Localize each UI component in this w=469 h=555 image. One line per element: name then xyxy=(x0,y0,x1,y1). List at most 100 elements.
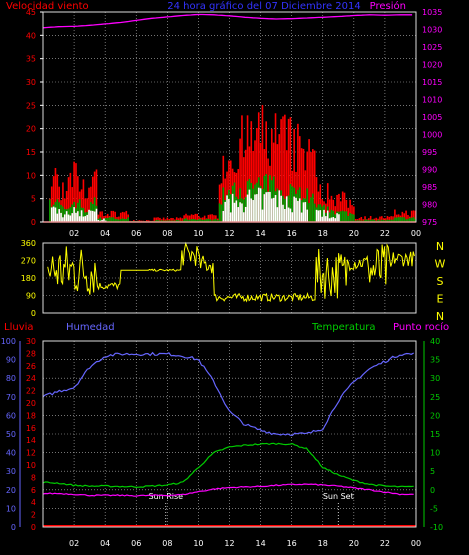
wind-gust-bar xyxy=(254,140,256,222)
wind-gust-bar xyxy=(54,167,57,222)
wind-avg-bar xyxy=(78,199,81,222)
wind-calm-bar xyxy=(297,200,299,222)
wind-calm-bar xyxy=(284,209,286,222)
x-tick-label: 02 xyxy=(69,229,79,238)
wind-avg-bar xyxy=(412,217,415,222)
wind-gust-bar xyxy=(302,148,305,222)
humidity-tick-label: 50 xyxy=(6,430,16,439)
wind-gust-bar xyxy=(62,182,64,222)
wind-avg-bar xyxy=(340,211,342,222)
wind-calm-bar xyxy=(267,191,269,222)
wind-gust-bar xyxy=(112,210,115,222)
wind-gust-bar xyxy=(328,199,331,222)
wind-gust-bar xyxy=(246,115,249,222)
wind-gust-bar xyxy=(166,217,169,222)
wind-calm-bar xyxy=(84,216,87,222)
temperature-tick-label: 15 xyxy=(430,430,440,439)
y-tick-label-left: 35 xyxy=(26,55,36,64)
wind-avg-bar xyxy=(215,218,217,222)
temperature-tick-label: 40 xyxy=(430,337,440,346)
wind-avg-bar xyxy=(291,186,294,222)
wind-gust-bar xyxy=(73,161,75,222)
wind-calm-bar xyxy=(50,207,53,222)
x-tick-label: 00 xyxy=(411,229,421,238)
wind-gust-bar xyxy=(153,217,156,222)
wind-gust-bar xyxy=(179,217,182,222)
wind-gust-bar xyxy=(162,217,165,222)
wind-avg-bar xyxy=(121,218,124,222)
wind-calm-bar xyxy=(269,191,271,222)
wind-avg-bar xyxy=(175,220,178,222)
wind-avg-bar xyxy=(371,219,374,222)
wind-gust-bar xyxy=(414,210,417,222)
wind-gust-bar xyxy=(384,218,387,222)
wind-gust-bar xyxy=(265,121,268,222)
x-tick-label: 08 xyxy=(162,539,172,548)
humidity-label: Humedad xyxy=(66,322,115,333)
wind-avg-bar xyxy=(390,219,392,222)
wind-calm-bar xyxy=(95,208,98,222)
rain-tick-label: 22 xyxy=(26,387,36,396)
wind-gust-bar xyxy=(194,213,197,222)
wind-calm-bar xyxy=(62,217,64,222)
wind-calm-bar xyxy=(315,209,318,222)
wind-calm-bar xyxy=(235,200,238,222)
wind-gust-bar xyxy=(203,215,206,222)
wind-avg-bar xyxy=(119,218,122,222)
wind-avg-bar xyxy=(155,220,157,222)
wind-gust-bar xyxy=(80,189,83,222)
temperature-tick-label: -10 xyxy=(430,523,443,532)
wind-avg-bar xyxy=(364,219,366,222)
wind-calm-bar xyxy=(287,207,290,222)
wind-calm-bar xyxy=(239,202,241,222)
wind-gust-bar xyxy=(326,183,329,222)
wind-gust-bar xyxy=(123,212,126,222)
wind-calm-bar xyxy=(80,210,83,222)
y-tick-label-left: 0 xyxy=(31,218,36,227)
wind-avg-bar xyxy=(194,219,197,222)
wind-avg-bar xyxy=(394,217,396,222)
wind-avg-bar xyxy=(56,199,59,222)
y-tick-label-right: 1015 xyxy=(422,78,442,87)
wind-avg-bar xyxy=(82,208,85,222)
wind-gust-bar xyxy=(244,149,247,222)
y-tick-label-left: 30 xyxy=(26,78,36,87)
humidity-tick-label: 70 xyxy=(6,393,16,402)
wind-avg-bar xyxy=(105,218,107,222)
wind-calm-bar xyxy=(63,214,66,222)
wind-calm-bar xyxy=(90,210,92,222)
wind-avg-bar xyxy=(261,188,264,222)
wind-calm-bar xyxy=(65,211,68,222)
wind-gust-bar xyxy=(401,211,404,222)
wind-gust-bar xyxy=(241,115,243,222)
direction-tick-label: 270 xyxy=(21,257,36,266)
wind-calm-bar xyxy=(56,213,59,222)
wind-gust-bar xyxy=(280,119,282,222)
rain-tick-label: 14 xyxy=(26,436,36,445)
wind-gust-bar xyxy=(177,218,180,222)
x-tick-label: 18 xyxy=(318,229,328,238)
panel3-frame xyxy=(42,340,417,528)
x-tick-label: 18 xyxy=(318,539,328,548)
wind-calm-bar xyxy=(77,211,79,222)
wind-avg-bar xyxy=(229,194,232,222)
wind-calm-bar xyxy=(298,198,301,222)
compass-label: N xyxy=(436,240,444,253)
wind-avg-bar xyxy=(233,182,236,222)
wind-avg-bar xyxy=(369,219,372,222)
wind-gust-bar xyxy=(84,198,87,222)
wind-avg-bar xyxy=(185,218,187,222)
temperature-tick-label: 35 xyxy=(430,356,440,365)
x-tick-label: 16 xyxy=(287,229,297,238)
rain-tick-label: 4 xyxy=(31,498,36,507)
temperature-tick-label: 30 xyxy=(430,374,440,383)
wind-avg-bar xyxy=(405,219,407,222)
wind-gust-bar xyxy=(155,217,157,222)
wind-calm-bar xyxy=(304,202,307,222)
pressure-label: Presión xyxy=(370,0,406,12)
wind-calm-bar xyxy=(328,218,331,222)
wind-gust-bar xyxy=(282,116,284,222)
y-tick-label-left: 5 xyxy=(31,195,36,204)
y-tick-label-left: 20 xyxy=(26,125,36,134)
